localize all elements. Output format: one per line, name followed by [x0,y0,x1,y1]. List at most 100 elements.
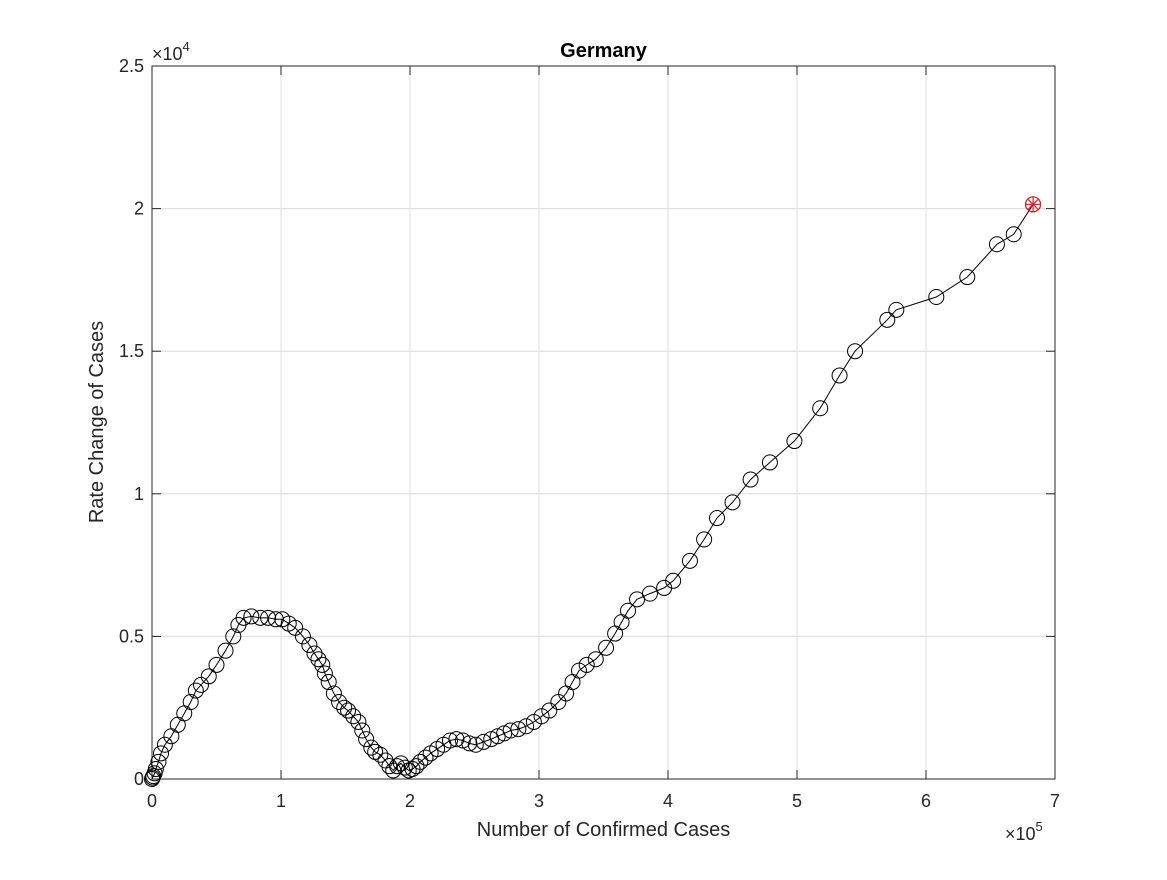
x-tick-label: 0 [147,791,157,811]
data-point [1005,226,1022,243]
data-point [681,552,698,569]
data-point [812,400,829,417]
data-point [888,301,905,318]
chart-title: Germany [560,40,648,62]
data-point [831,367,848,384]
data-point [316,665,333,682]
data-series [144,196,1042,787]
x-multiplier-exp: 5 [1036,819,1043,834]
data-point [988,236,1005,253]
y-tick-label: 0.5 [119,626,144,646]
data-point [620,602,637,619]
data-point [358,731,375,748]
data-point [200,668,217,685]
data-point [325,685,342,702]
y-axis-multiplier: ×104 [152,39,190,64]
data-point [928,289,945,306]
x-tick-label: 3 [534,791,544,811]
data-point [331,693,348,710]
data-point [417,749,434,766]
x-multiplier-base: ×10 [1005,824,1036,844]
data-point [408,758,425,775]
data-point [301,636,318,653]
data-point [541,702,558,719]
data-point [709,510,726,527]
data-point [350,713,367,730]
data-point [306,645,323,662]
data-point [345,708,362,725]
data-point [235,609,252,626]
x-tick-label: 6 [921,791,931,811]
data-point [448,731,465,748]
data-point [412,753,429,770]
data-point [461,735,478,752]
latest-point-marker [1024,196,1042,213]
x-axis-label: Number of Confirmed Cases [477,819,730,841]
data-point [372,746,389,763]
data-point [381,758,398,775]
x-axis-multiplier: ×105 [1005,819,1043,844]
data-point [294,628,311,645]
y-multiplier-base: ×10 [152,44,183,64]
highlight-cross-d2 [1027,198,1039,211]
y-tick-label: 0 [134,769,144,789]
plot-area-frame [151,65,1056,780]
data-point [578,656,595,673]
data-point [441,732,458,749]
y-multiplier-exp: 4 [183,39,190,54]
x-tick-label: 1 [276,791,286,811]
data-point [187,682,204,699]
data-point [475,733,492,750]
data-point [150,753,167,770]
data-point [389,758,406,775]
data-point [336,699,353,716]
axis-ticks [151,65,1056,780]
data-point [761,454,778,471]
data-point [367,743,384,760]
data-point [959,269,976,286]
data-point [696,531,713,548]
data-point [145,768,162,785]
y-tick-label: 2 [134,199,144,219]
data-point [252,609,269,626]
data-point [267,611,284,628]
data-point [182,693,199,710]
data-point [153,745,170,762]
data-point [665,572,682,589]
data-point [354,722,371,739]
x-tick-label: 2 [405,791,415,811]
data-point [243,608,260,625]
y-axis-label: Rate Change of Cases [86,321,108,523]
data-point [396,759,413,776]
data-point [467,736,484,753]
data-point [502,722,519,739]
data-point [587,651,604,668]
data-point [310,651,327,668]
x-tick-label: 4 [663,791,673,811]
data-point [147,761,164,778]
data-point [724,494,741,511]
tick-labels: 0 1 2 3 4 5 6 7 0 0.5 1 1.5 2 2.5 [119,56,1060,811]
data-point [786,433,803,450]
data-point [598,639,615,656]
data-point [208,656,225,673]
data-point [742,471,759,488]
x-tick-label: 5 [792,791,802,811]
data-point [217,642,234,659]
data-point [879,311,896,328]
data-point [320,674,337,691]
data-point [156,736,173,753]
data-point [847,343,864,360]
data-point [314,656,331,673]
y-tick-label: 1 [134,484,144,504]
data-point [518,718,535,735]
data-point [641,585,658,602]
data-point [510,721,527,738]
x-tick-label: 7 [1050,791,1060,811]
data-point [225,628,242,645]
y-tick-label: 2.5 [119,56,144,76]
data-point [260,609,277,626]
data-point [340,702,357,719]
